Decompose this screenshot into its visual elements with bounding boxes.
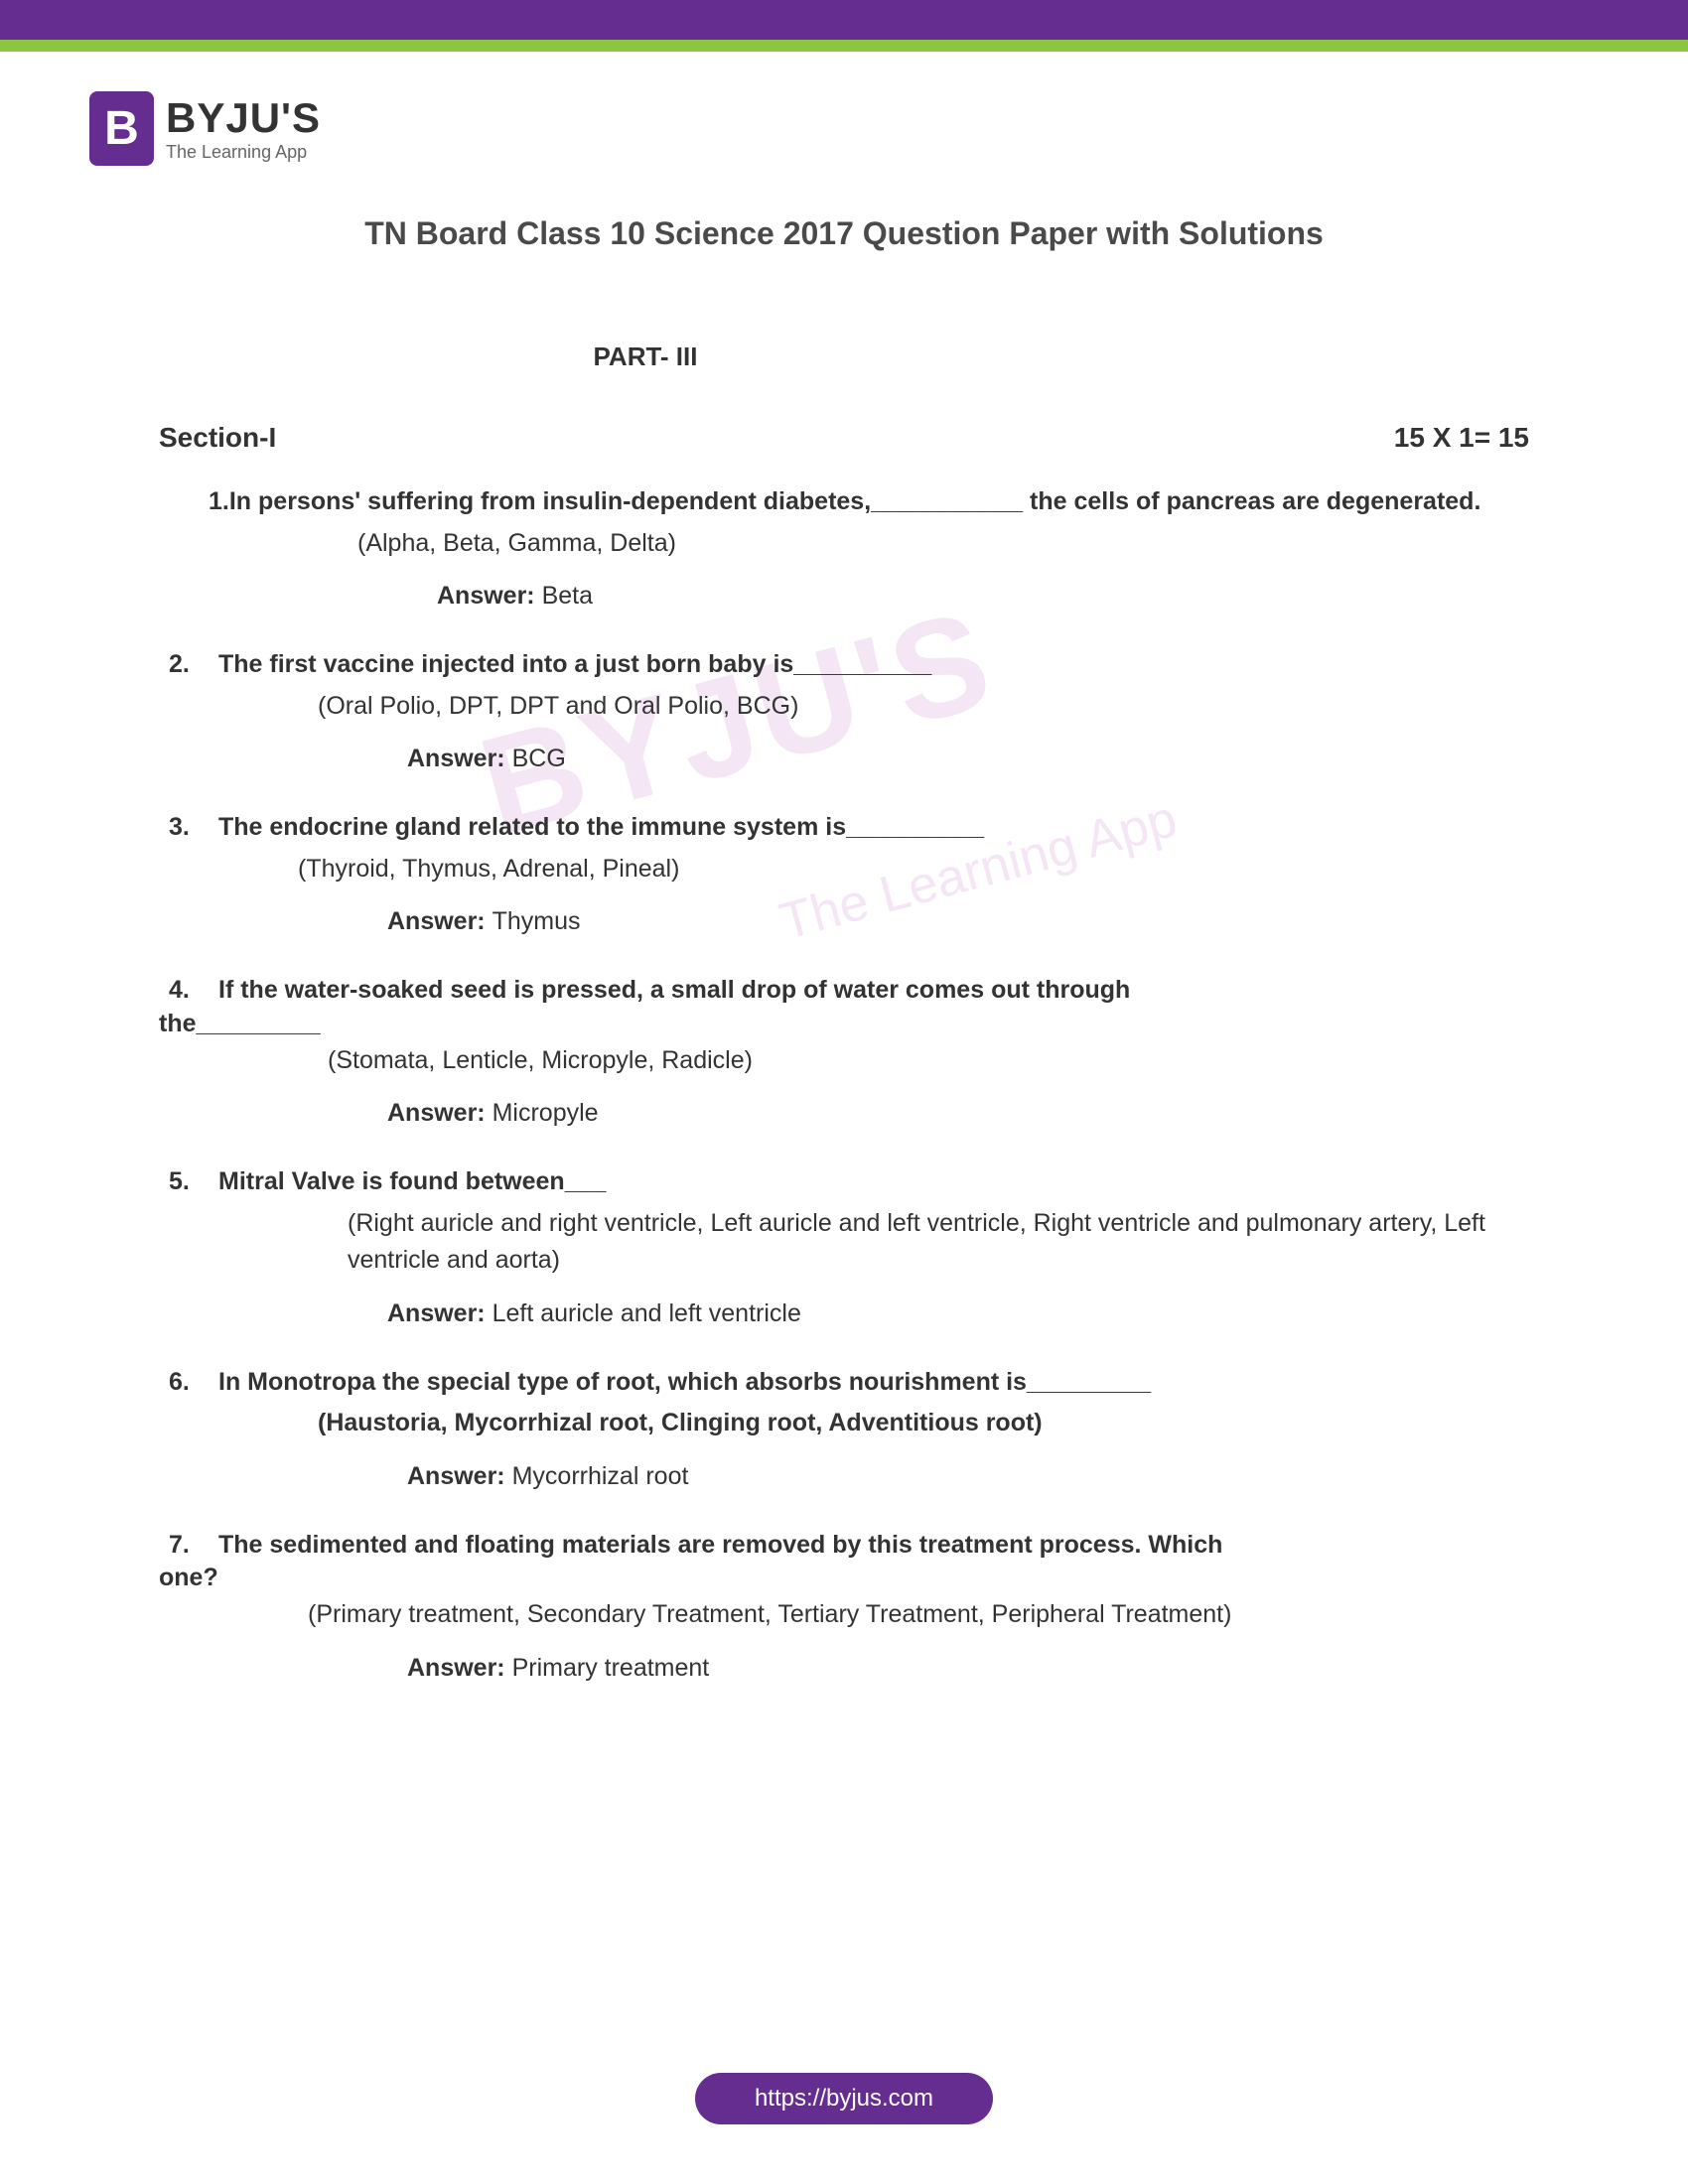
green-stripe xyxy=(0,40,1688,52)
question-block: 4.If the water-soaked seed is pressed, a… xyxy=(159,972,1529,1128)
question-block: 3.The endocrine gland related to the imm… xyxy=(159,809,1529,936)
answer-label: Answer: xyxy=(387,1099,492,1127)
question-number: 5. xyxy=(159,1163,218,1201)
footer-url: https://byjus.com xyxy=(695,2073,993,2124)
answer-value: Mycorrhizal root xyxy=(512,1462,689,1490)
question-text: In persons' suffering from insulin-depen… xyxy=(229,483,1529,521)
page-title: TN Board Class 10 Science 2017 Question … xyxy=(159,215,1529,252)
footer: https://byjus.com xyxy=(0,2073,1688,2124)
question-number: 7. xyxy=(159,1527,218,1565)
question-text: The sedimented and floating materials ar… xyxy=(218,1527,1529,1565)
content-area: BYJU'S The Learning App TN Board Class 1… xyxy=(0,166,1688,1683)
question-text: If the water-soaked seed is pressed, a s… xyxy=(218,972,1529,1010)
question-block: 2.The first vaccine injected into a just… xyxy=(159,646,1529,773)
logo-text-block: BYJU'S The Learning App xyxy=(166,94,321,163)
question-options: (Alpha, Beta, Gamma, Delta) xyxy=(159,525,1529,563)
question-block: 1.In persons' suffering from insulin-dep… xyxy=(159,483,1529,611)
top-purple-bar xyxy=(0,0,1688,40)
answer-value: BCG xyxy=(512,745,566,772)
answer-value: Micropyle xyxy=(492,1099,599,1127)
question-block: 6.In Monotropa the special type of root,… xyxy=(159,1364,1529,1491)
question-number: 2. xyxy=(159,646,218,684)
question-block: 7.The sedimented and floating materials … xyxy=(159,1527,1529,1683)
question-number: 1. xyxy=(159,483,229,521)
question-text-suffix: one? xyxy=(159,1564,1529,1592)
question-text-suffix: the_________ xyxy=(159,1010,1529,1038)
question-options: (Right auricle and right ventricle, Left… xyxy=(159,1205,1529,1280)
question-options: (Thyroid, Thymus, Adrenal, Pineal) xyxy=(159,851,1529,888)
question-options: (Stomata, Lenticle, Micropyle, Radicle) xyxy=(159,1042,1529,1080)
question-text: The first vaccine injected into a just b… xyxy=(218,646,1529,684)
question-text: Mitral Valve is found between___ xyxy=(218,1163,1529,1201)
answer-label: Answer: xyxy=(407,1462,512,1490)
logo-letter: B xyxy=(104,101,139,156)
section-header: Section-I 15 X 1= 15 xyxy=(159,422,1529,454)
logo-main-text: BYJU'S xyxy=(166,94,321,142)
answer-label: Answer: xyxy=(437,582,542,610)
answer-label: Answer: xyxy=(387,1299,492,1327)
question-options: (Oral Polio, DPT, DPT and Oral Polio, BC… xyxy=(159,688,1529,726)
answer-label: Answer: xyxy=(407,745,512,772)
answer-label: Answer: xyxy=(407,1654,512,1682)
section-label: Section-I xyxy=(159,422,276,454)
part-label: PART- III xyxy=(159,341,1529,372)
question-text: In Monotropa the special type of root, w… xyxy=(218,1364,1529,1402)
section-marks: 15 X 1= 15 xyxy=(1394,422,1529,454)
logo-badge: B xyxy=(89,91,154,166)
question-number: 4. xyxy=(159,972,218,1010)
question-number: 6. xyxy=(159,1364,218,1402)
question-options: (Haustoria, Mycorrhizal root, Clinging r… xyxy=(159,1405,1529,1442)
question-block: 5.Mitral Valve is found between___ (Right… xyxy=(159,1163,1529,1328)
questions-container: 1.In persons' suffering from insulin-dep… xyxy=(159,483,1529,1683)
logo-container: B BYJU'S The Learning App xyxy=(89,91,1688,166)
question-number: 3. xyxy=(159,809,218,847)
logo-sub-text: The Learning App xyxy=(166,142,321,163)
answer-value: Thymus xyxy=(492,907,581,935)
question-text: The endocrine gland related to the immun… xyxy=(218,809,1529,847)
answer-value: Beta xyxy=(542,582,593,610)
answer-label: Answer: xyxy=(387,907,492,935)
answer-value: Primary treatment xyxy=(512,1654,710,1682)
answer-value: Left auricle and left ventricle xyxy=(492,1299,801,1327)
question-options: (Primary treatment, Secondary Treatment,… xyxy=(159,1596,1529,1634)
